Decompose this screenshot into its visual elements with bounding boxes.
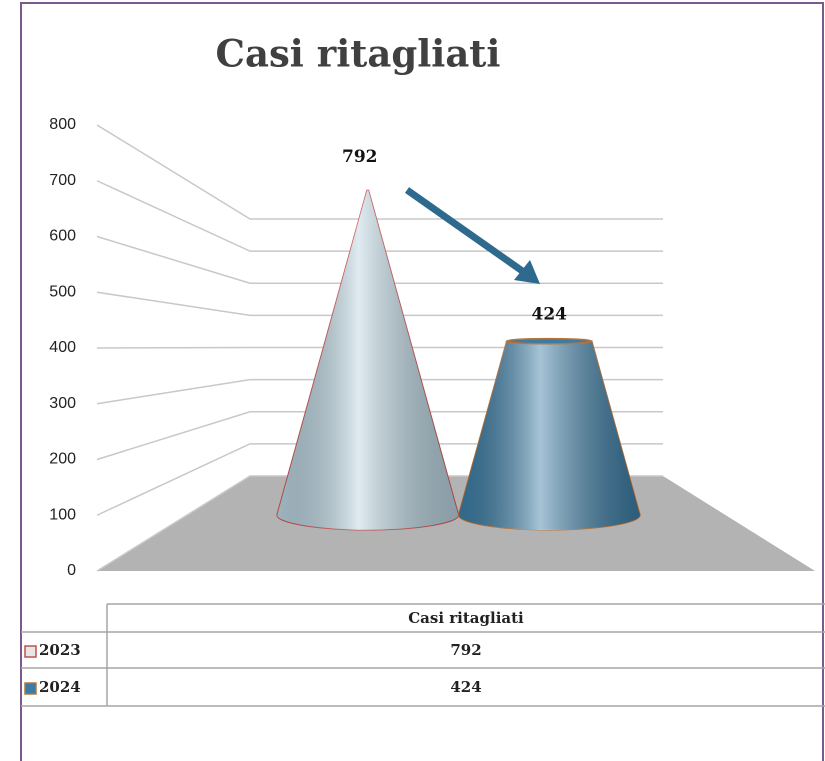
legend-label: 2023 (39, 641, 81, 659)
chart-title: Casi ritagliati (216, 32, 501, 76)
cone (457, 337, 641, 531)
grid-line (96, 235, 663, 284)
cone (276, 189, 460, 531)
legend-label: 2024 (39, 678, 81, 696)
grid-line (96, 291, 663, 317)
table-header: Casi ritagliati (408, 609, 524, 627)
frame (20, 2, 824, 761)
y-tick-label: 200 (49, 451, 76, 468)
cone-shine (458, 341, 641, 531)
y-tick-label: 800 (49, 116, 76, 133)
y-tick-label: 0 (67, 562, 76, 579)
cone-top (505, 337, 593, 345)
legend-key (24, 682, 37, 695)
y-tick-label: 500 (49, 283, 76, 300)
arrow-head (514, 260, 540, 284)
grid-line (96, 180, 663, 252)
floor (97, 476, 815, 571)
data-label: 424 (532, 305, 568, 325)
cone-shine (276, 190, 459, 530)
y-tick-label: 300 (49, 395, 76, 412)
grid-line (96, 124, 663, 220)
y-tick-label: 400 (49, 339, 76, 356)
table-value: 792 (450, 641, 481, 659)
data-label: 792 (342, 147, 378, 167)
y-tick-label: 600 (49, 228, 76, 245)
table-value: 424 (450, 678, 481, 696)
y-tick-label: 100 (49, 506, 76, 523)
legend-key (24, 645, 37, 658)
data-table (21, 603, 825, 707)
y-tick-label: 700 (49, 172, 76, 189)
arrow (404, 187, 531, 278)
